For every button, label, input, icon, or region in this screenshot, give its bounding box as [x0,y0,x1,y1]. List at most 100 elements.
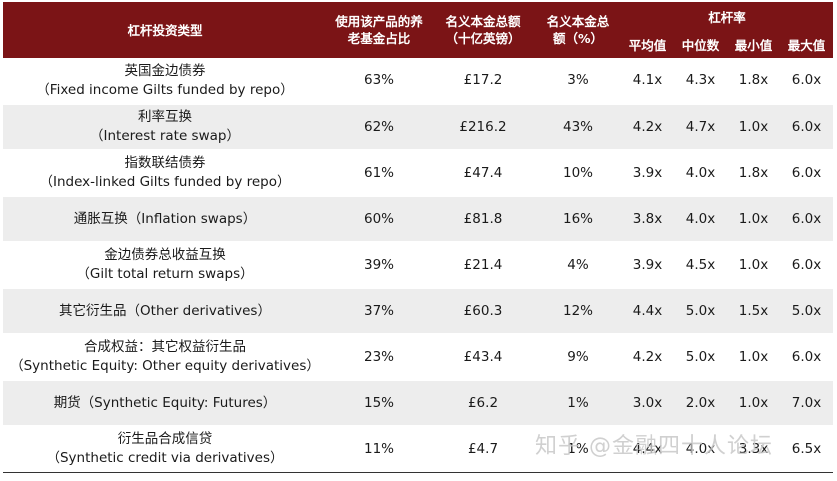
type-name-en: （Gilt total return swaps） [76,266,254,282]
cell-min: 1.0x [727,104,780,151]
cell-type: 衍生品合成信贷 （Synthetic credit via derivatives… [3,426,327,473]
cell-share: 60% [327,196,431,243]
cell-mean: 4.4x [621,426,674,473]
cell-median: 4.5x [674,242,727,289]
cell-mean: 3.0x [621,380,674,427]
cell-share: 23% [327,334,431,381]
table-row: 利率互换 （Interest rate swap） 62% £216.2 43% 4.2x… [3,104,834,151]
table-header: 杠杆投资类型 使用该产品的养老基金占比 名义本金总额（十亿英镑） 名义本金总额（… [3,2,834,58]
cell-mean: 3.9x [621,150,674,197]
cell-share: 11% [327,426,431,473]
header-min: 最小值 [727,32,780,58]
type-name-en: （Synthetic Equity: Other equity derivati… [10,358,320,374]
cell-notional: £6.2 [431,380,535,427]
header-notional-pct: 名义本金总额（%） [535,2,621,58]
type-name-en: （Interest rate swap） [90,128,240,144]
cell-share: 61% [327,150,431,197]
cell-notional: £43.4 [431,334,535,381]
table-row: 通胀互换（Inflation swaps） 60% £81.8 16% 3.8x 4.0x… [3,196,834,243]
cell-type: 金边债券总收益互换 （Gilt total return swaps） [3,242,327,289]
cell-type: 其它衍生品（Other derivatives） [3,288,327,335]
table-row: 期货（Synthetic Equity: Futures） 15% £6.2 1% 3.… [3,380,834,427]
type-name-cn: 合成权益：其它权益衍生品 [84,339,246,355]
cell-median: 4.0x [674,426,727,473]
header-notional-pct-text: 名义本金总额（%） [546,14,610,46]
cell-notional: £47.4 [431,150,535,197]
cell-type: 通胀互换（Inflation swaps） [3,196,327,243]
header-type: 杠杆投资类型 [3,2,327,58]
cell-mean: 3.9x [621,242,674,289]
type-name-cn: 通胀互换（Inflation swaps） [73,210,257,227]
header-share-text: 使用该产品的养老基金占比 [335,14,423,46]
cell-type: 指数联结债券 （Index-linked Gilts funded by repo… [3,150,327,197]
cell-share: 39% [327,242,431,289]
cell-min: 1.8x [727,150,780,197]
cell-max: 6.0x [780,58,834,105]
cell-notional: £60.3 [431,288,535,335]
type-name-cn: 金边债券总收益互换 [104,247,226,263]
cell-max: 6.0x [780,242,834,289]
cell-notional-pct: 3% [535,58,621,105]
cell-max: 6.0x [780,104,834,151]
cell-notional-pct: 12% [535,288,621,335]
header-share: 使用该产品的养老基金占比 [327,2,431,58]
table-row: 衍生品合成信贷 （Synthetic credit via derivatives… [3,426,834,473]
cell-median: 4.0x [674,196,727,243]
cell-type: 期货（Synthetic Equity: Futures） [3,380,327,427]
cell-min: 1.0x [727,196,780,243]
header-max: 最大值 [780,32,834,58]
cell-median: 5.0x [674,288,727,335]
cell-notional: £17.2 [431,58,535,105]
table-body: 英国金边债券 （Fixed income Gilts funded by repo… [3,58,834,473]
cell-min: 1.0x [727,380,780,427]
leverage-table: 杠杆投资类型 使用该产品的养老基金占比 名义本金总额（十亿英镑） 名义本金总额（… [3,2,834,473]
cell-notional-pct: 9% [535,334,621,381]
cell-median: 2.0x [674,380,727,427]
type-name-cn: 指数联结债券 [124,155,206,171]
cell-mean: 4.1x [621,58,674,105]
cell-min: 1.0x [727,242,780,289]
cell-min: 3.3x [727,426,780,473]
cell-notional-pct: 1% [535,426,621,473]
table-row: 指数联结债券 （Index-linked Gilts funded by repo… [3,150,834,197]
cell-notional: £216.2 [431,104,535,151]
cell-notional: £21.4 [431,242,535,289]
cell-min: 1.0x [727,334,780,381]
type-name-cn: 期货（Synthetic Equity: Futures） [53,394,277,411]
cell-median: 4.3x [674,58,727,105]
cell-median: 4.0x [674,150,727,197]
cell-notional-pct: 43% [535,104,621,151]
type-name-cn: 英国金边债券 [124,62,206,79]
table-row: 英国金边债券 （Fixed income Gilts funded by repo… [3,58,834,105]
cell-share: 37% [327,288,431,335]
header-notional-text: 名义本金总额（十亿英镑） [445,14,521,46]
cell-min: 1.5x [727,288,780,335]
type-name-cn: 利率互换 [138,109,192,125]
cell-max: 5.0x [780,288,834,335]
cell-median: 4.7x [674,104,727,151]
cell-max: 6.0x [780,334,834,381]
table-row: 其它衍生品（Other derivatives） 37% £60.3 12% 4.4x 5… [3,288,834,335]
cell-type: 利率互换 （Interest rate swap） [3,104,327,151]
cell-type: 合成权益：其它权益衍生品 （Synthetic Equity: Other equ… [3,334,327,381]
cell-min: 1.8x [727,58,780,105]
header-leverage: 杠杆率 [621,2,834,32]
cell-share: 62% [327,104,431,151]
cell-notional-pct: 4% [535,242,621,289]
type-name-en: （Fixed income Gilts funded by repo） [36,81,294,98]
cell-notional-pct: 16% [535,196,621,243]
table-row: 金边债券总收益互换 （Gilt total return swaps） 39% £21… [3,242,834,289]
cell-median: 5.0x [674,334,727,381]
cell-share: 15% [327,380,431,427]
header-median: 中位数 [674,32,727,58]
cell-notional-pct: 1% [535,380,621,427]
cell-notional: £81.8 [431,196,535,243]
type-name-cn: 衍生品合成信贷 [117,431,213,448]
cell-max: 6.5x [780,426,834,473]
cell-max: 6.0x [780,150,834,197]
cell-type: 英国金边债券 （Fixed income Gilts funded by repo… [3,58,327,105]
header-notional: 名义本金总额（十亿英镑） [431,2,535,58]
type-name-en: （Index-linked Gilts funded by repo） [39,174,291,190]
type-name-en: （Synthetic credit via derivatives） [46,450,284,467]
cell-mean: 3.8x [621,196,674,243]
